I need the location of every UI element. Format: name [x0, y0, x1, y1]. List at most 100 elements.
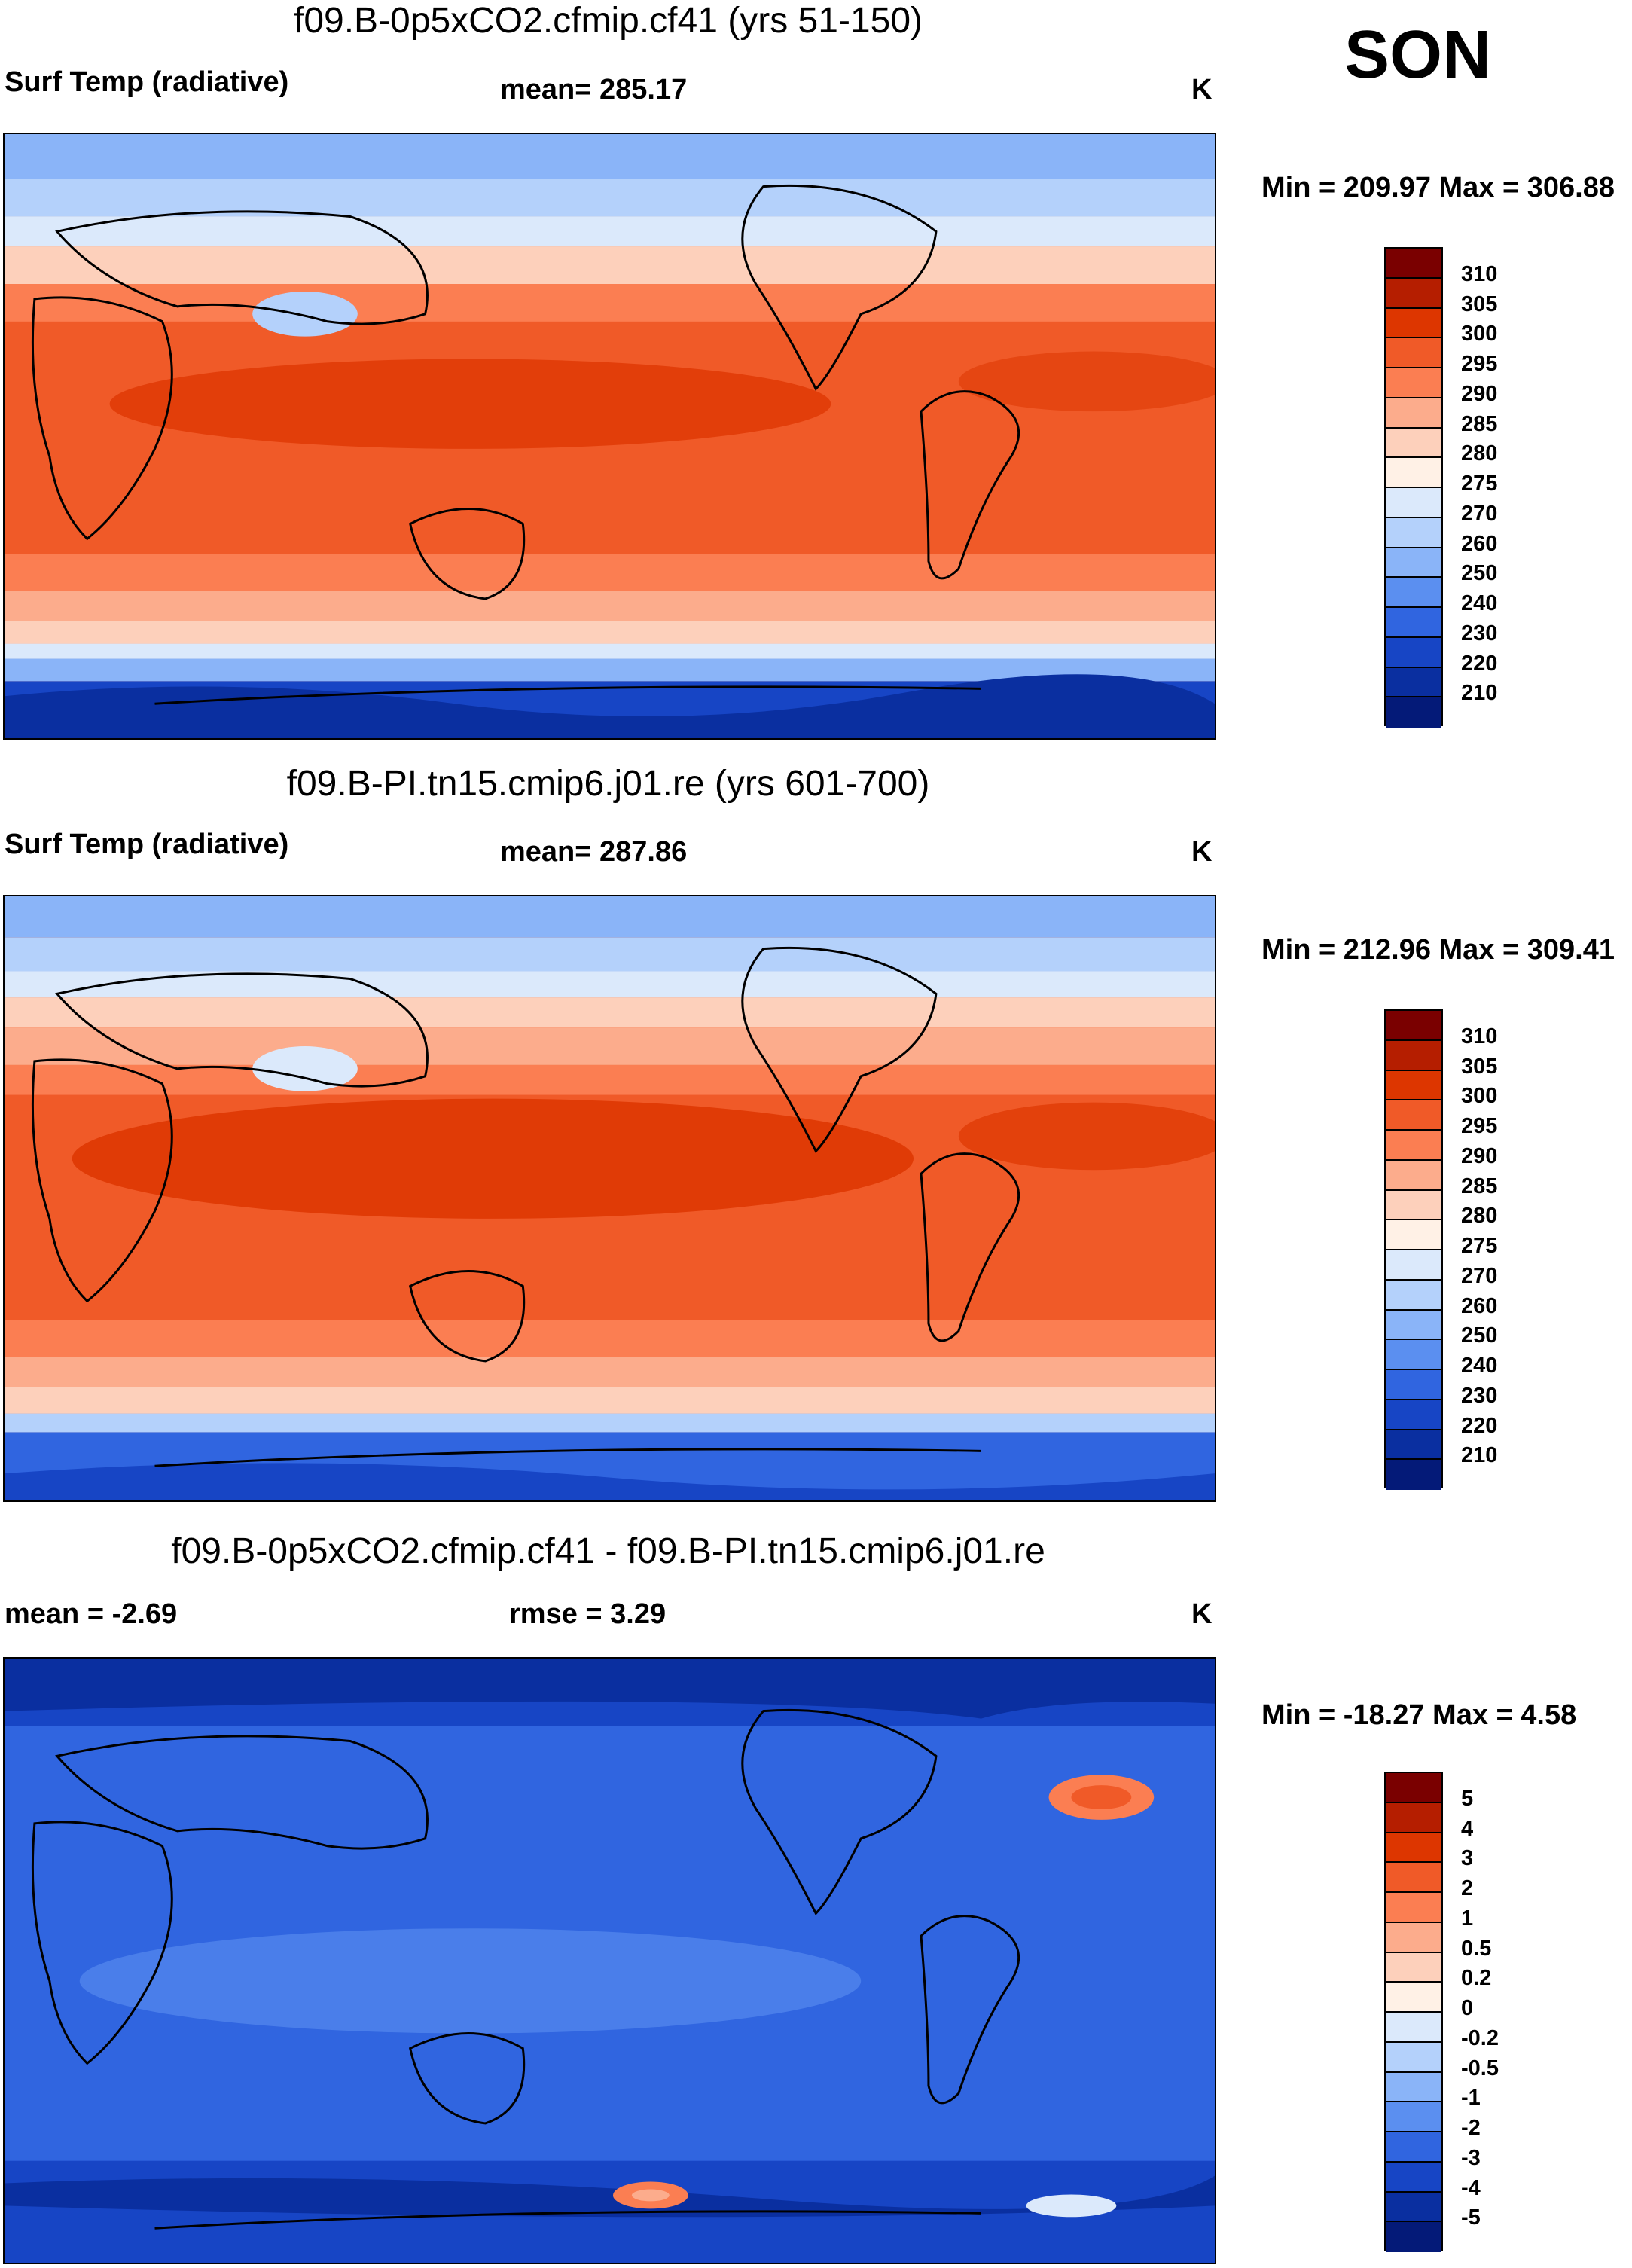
colorbar-segment [1386, 308, 1441, 339]
colorbar-tick-label: 260 [1461, 1293, 1498, 1318]
colorbar-segment [1386, 2102, 1441, 2132]
colorbar-segment [1386, 1400, 1441, 1430]
colorbar-tick-label: 210 [1461, 1443, 1498, 1468]
colorbar-segment [1386, 1833, 1441, 1864]
colorbar-tick-label: -5 [1461, 2205, 1481, 2230]
colorbar-segment [1386, 1220, 1441, 1250]
panel-1-variable-label: Surf Temp (radiative) [5, 66, 289, 98]
colorbar-tick-label: 280 [1461, 1204, 1498, 1229]
colorbar-segment [1386, 1160, 1441, 1191]
colorbar-segment [1386, 1952, 1441, 1983]
colorbar-tick-label: 270 [1461, 1263, 1498, 1288]
colorbar-tick-label: 285 [1461, 1174, 1498, 1198]
panel-2-units: K [1191, 836, 1213, 868]
colorbar-tick-label: 3 [1461, 1846, 1474, 1871]
colorbar-tick-label: 275 [1461, 1234, 1498, 1258]
panel-3-rmse-label: rmse = 3.29 [509, 1598, 667, 1630]
panel-2-map [3, 895, 1216, 1502]
panel-3-colorbar-ticks: 5 4 3 2 1 0.5 0.2 0 -0.2 -0.5 -1 -2 -3 -4 -5 [1461, 1787, 1544, 2243]
colorbar-tick-label: -1 [1461, 2086, 1481, 2111]
colorbar-segment [1386, 1131, 1441, 1161]
colorbar-tick-label: 0 [1461, 1996, 1474, 2020]
colorbar-segment [1386, 608, 1441, 638]
colorbar-segment [1386, 1460, 1441, 1490]
panel-1-map [3, 133, 1216, 740]
colorbar-segment [1386, 697, 1441, 728]
colorbar-segment [1386, 2132, 1441, 2163]
panel-1-map-canvas [5, 134, 1215, 738]
panel-1-colorbar-ticks: 310 305 300 295 290 285 280 275 270 260 250 240 230 2… [1461, 262, 1544, 719]
colorbar-segment [1386, 2162, 1441, 2193]
colorbar-segment [1386, 1070, 1441, 1101]
colorbar-tick-label: 295 [1461, 1114, 1498, 1138]
colorbar-tick-label: 4 [1461, 1816, 1474, 1841]
colorbar-segment [1386, 2042, 1441, 2073]
colorbar-tick-label: -3 [1461, 2145, 1481, 2170]
colorbar-tick-label: 5 [1461, 1786, 1474, 1811]
colorbar-tick-label: 290 [1461, 381, 1498, 406]
panel-1-mean-label: mean= 285.17 [500, 74, 688, 105]
colorbar-tick-label: 210 [1461, 681, 1498, 706]
colorbar-tick-label: -2 [1461, 2116, 1481, 2140]
panel-1-units: K [1191, 74, 1213, 105]
colorbar-tick-label: 220 [1461, 1413, 1498, 1438]
panel-3-title: f09.B-0p5xCO2.cfmip.cf41 - f09.B-PI.tn15… [171, 1531, 1045, 1571]
colorbar-tick-label: 250 [1461, 1323, 1498, 1348]
panel-2-variable-label: Surf Temp (radiative) [5, 829, 289, 860]
colorbar-segment [1386, 249, 1441, 279]
colorbar-tick-label: 280 [1461, 441, 1498, 466]
colorbar-tick-label: 275 [1461, 472, 1498, 496]
panel-3-units: K [1191, 1598, 1213, 1630]
colorbar-tick-label: 230 [1461, 621, 1498, 646]
panel-2-minmax: Min = 212.96 Max = 309.41 [1261, 934, 1615, 966]
colorbar-segment [1386, 2013, 1441, 2043]
colorbar-segment [1386, 1370, 1441, 1400]
colorbar-segment [1386, 517, 1441, 548]
colorbar-tick-label: 295 [1461, 352, 1498, 376]
colorbar-tick-label: 285 [1461, 411, 1498, 436]
colorbar-tick-label: -0.2 [1461, 2025, 1499, 2050]
colorbar-segment [1386, 1430, 1441, 1461]
panel-2-mean-label: mean= 287.86 [500, 836, 688, 868]
colorbar-segment [1386, 578, 1441, 608]
colorbar-tick-label: 300 [1461, 322, 1498, 346]
colorbar-segment [1386, 1310, 1441, 1341]
colorbar-tick-label: 310 [1461, 261, 1498, 286]
panel-3-map [3, 1657, 1216, 2264]
colorbar-segment [1386, 1863, 1441, 1893]
colorbar-tick-label: 310 [1461, 1024, 1498, 1049]
colorbar-segment [1386, 667, 1441, 698]
colorbar-tick-label: 300 [1461, 1084, 1498, 1109]
colorbar-segment [1386, 1250, 1441, 1281]
panel-3-colorbar [1384, 1772, 1443, 2252]
panel-3-minmax: Min = -18.27 Max = 4.58 [1261, 1699, 1577, 1731]
colorbar-tick-label: 290 [1461, 1143, 1498, 1168]
colorbar-tick-label: 240 [1461, 1354, 1498, 1378]
colorbar-tick-label: 0.5 [1461, 1936, 1492, 1961]
colorbar-segment [1386, 1983, 1441, 2013]
colorbar-segment [1386, 368, 1441, 398]
colorbar-segment [1386, 1100, 1441, 1131]
colorbar-tick-label: 250 [1461, 561, 1498, 586]
colorbar-segment [1386, 1280, 1441, 1311]
panel-2-colorbar [1384, 1009, 1443, 1490]
colorbar-segment [1386, 1922, 1441, 1953]
panel-2-map-canvas [5, 896, 1215, 1500]
colorbar-segment [1386, 2192, 1441, 2223]
colorbar-tick-label: 270 [1461, 501, 1498, 526]
colorbar-segment [1386, 428, 1441, 459]
colorbar-tick-label: -4 [1461, 2175, 1481, 2200]
colorbar-segment [1386, 1802, 1441, 1833]
colorbar-tick-label: 230 [1461, 1383, 1498, 1408]
colorbar-segment [1386, 637, 1441, 668]
colorbar-segment [1386, 1040, 1441, 1071]
colorbar-segment [1386, 1011, 1441, 1041]
colorbar-segment [1386, 1190, 1441, 1221]
colorbar-tick-label: 220 [1461, 651, 1498, 676]
panel-1-title: f09.B-0p5xCO2.cfmip.cf41 (yrs 51-150) [293, 1, 923, 41]
panel-1-colorbar [1384, 247, 1443, 728]
colorbar-segment [1386, 398, 1441, 429]
colorbar-tick-label: 240 [1461, 591, 1498, 615]
panel-3-mean-label: mean = -2.69 [5, 1598, 178, 1630]
colorbar-segment [1386, 2072, 1441, 2103]
